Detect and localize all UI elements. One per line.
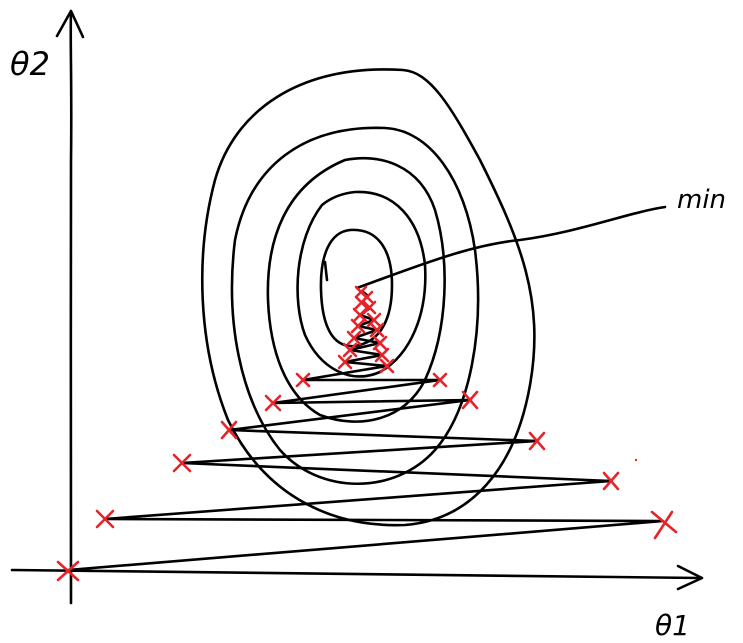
y-axis-arrowhead (55, 9, 85, 39)
step-marker (372, 335, 388, 351)
x-axis-arrowhead (676, 564, 704, 591)
step-marker (337, 354, 353, 370)
min-pointer-line (355, 205, 667, 290)
step-marker (602, 471, 620, 491)
min-tick-mark (323, 260, 329, 282)
step-marker (172, 453, 192, 473)
minimum-label: min (677, 185, 726, 215)
step-markers (56, 285, 678, 582)
step-marker (342, 342, 358, 358)
contour-2 (296, 190, 427, 378)
step-marker (650, 510, 678, 540)
step-marker (379, 358, 395, 374)
step-marker (366, 312, 382, 328)
step-marker (264, 394, 282, 412)
x-axis-line (10, 568, 702, 580)
step-marker (528, 431, 546, 451)
x-axis-label: θ1 (655, 609, 690, 642)
y-axis-label: θ2 (10, 45, 50, 83)
step-marker (295, 372, 311, 388)
contour-3 (266, 156, 446, 423)
step-marker (346, 330, 362, 346)
step-marker (374, 347, 390, 363)
step-marker (362, 300, 377, 315)
step-marker (461, 390, 479, 410)
step-marker (56, 560, 80, 582)
axes (10, 9, 704, 605)
y-axis-line (69, 10, 73, 605)
step-marker (352, 307, 368, 323)
step-marker (354, 285, 368, 299)
contour-outer (200, 68, 536, 527)
step-marker (432, 372, 448, 388)
descent-path (66, 205, 667, 572)
descent-path-line (66, 289, 665, 572)
stray-dot (634, 458, 638, 462)
contour-4 (230, 126, 480, 486)
step-marker (220, 420, 238, 440)
step-marker (95, 509, 115, 529)
